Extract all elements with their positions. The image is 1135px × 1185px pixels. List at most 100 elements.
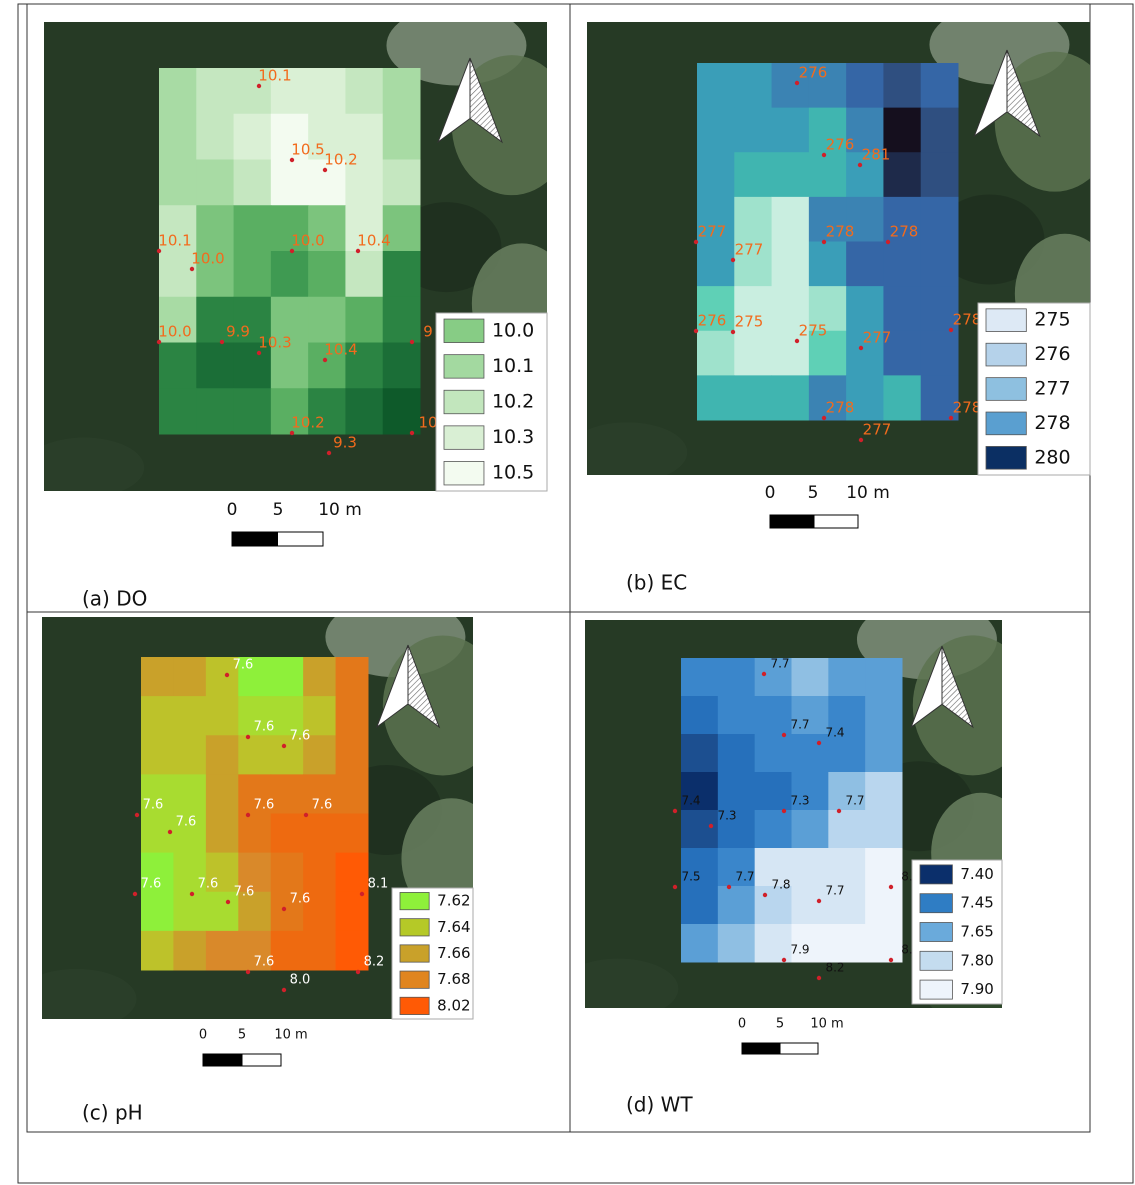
raster-cell: [336, 814, 369, 854]
legend-swatch: [986, 343, 1026, 366]
point-label: 276: [826, 136, 855, 154]
sample-point: [360, 892, 364, 896]
raster-cell: [173, 774, 206, 814]
raster-cell: [792, 734, 829, 773]
scale-label: 0: [199, 1028, 207, 1043]
point-label: 8.2: [825, 961, 844, 975]
raster-cell: [159, 343, 197, 389]
point-label: 10.1: [258, 67, 291, 85]
point-label: 277: [863, 329, 892, 347]
raster-cell: [206, 735, 239, 775]
raster-cell: [345, 297, 383, 343]
legend-swatch: [400, 971, 429, 988]
raster-cell: [196, 205, 234, 251]
raster-cell: [681, 696, 718, 735]
raster-cell: [883, 286, 921, 331]
point-label: 7.6: [254, 955, 275, 970]
legend-label: 276: [1034, 343, 1070, 365]
scale-label: 0: [738, 1017, 746, 1032]
raster-cell: [271, 814, 304, 854]
point-label: 9.3: [333, 434, 357, 452]
point-label: 8.: [901, 870, 912, 884]
legend-label: 278: [1034, 412, 1070, 434]
raster-cell: [883, 242, 921, 287]
legend-label: 7.62: [437, 892, 470, 910]
raster-cell: [809, 152, 847, 197]
point-label: 10.0: [291, 232, 324, 250]
raster-cell: [234, 251, 272, 297]
raster-cell: [271, 853, 304, 893]
raster-cell: [173, 892, 206, 932]
raster-cell: [271, 251, 309, 297]
raster-cell: [755, 734, 792, 773]
sample-point: [410, 340, 414, 344]
legend-swatch: [444, 319, 484, 342]
raster-cell: [271, 774, 304, 814]
legend-swatch: [444, 355, 484, 378]
point-label: 7.4: [681, 794, 700, 808]
scale-bar: [242, 1054, 281, 1066]
legend-label: 7.90: [960, 980, 993, 998]
scale-label: 10 m: [318, 500, 362, 520]
legend-swatch: [920, 894, 952, 913]
raster-cell: [303, 814, 336, 854]
sample-point: [226, 900, 230, 904]
raster-cell: [336, 696, 369, 736]
raster-cell: [141, 735, 174, 775]
sample-point: [782, 733, 786, 737]
sample-point: [168, 830, 172, 834]
raster-cell: [772, 375, 810, 420]
raster-cell: [697, 331, 735, 376]
sample-point: [782, 958, 786, 962]
raster-cell: [173, 657, 206, 697]
raster-cell: [865, 696, 902, 735]
sample-point: [356, 970, 360, 974]
legend-swatch: [986, 412, 1026, 435]
legend-label: 7.40: [960, 865, 993, 883]
raster-cell: [865, 886, 902, 925]
scale-bar: [742, 1043, 780, 1054]
scale-label: 5: [273, 500, 284, 520]
raster-cell: [681, 810, 718, 849]
legend-label: 7.64: [437, 918, 470, 936]
sample-point: [709, 824, 713, 828]
raster-cell: [271, 160, 309, 206]
raster-cell: [159, 114, 197, 160]
legend-swatch: [920, 922, 952, 941]
raster-cell: [173, 735, 206, 775]
raster-cell: [772, 242, 810, 287]
point-label: 10.2: [291, 414, 324, 432]
map-panel: 10.110.510.210.110.010.010.410.09.910.31…: [24, 5, 607, 610]
raster-cell: [772, 152, 810, 197]
panel-caption: (c) pH: [82, 1101, 143, 1125]
raster-cell: [828, 810, 865, 849]
point-label: 7.6: [234, 885, 255, 900]
raster-cell: [336, 892, 369, 932]
point-label: 8.0: [290, 973, 311, 988]
tree-canopy: [24, 438, 144, 498]
raster-cell: [865, 772, 902, 811]
scale-bar: [232, 532, 278, 546]
raster-cell: [921, 242, 959, 287]
scale-label: 0: [765, 483, 776, 503]
raster-cell: [792, 848, 829, 887]
point-label: 9: [423, 323, 433, 341]
scale-label: 10 m: [810, 1017, 843, 1032]
point-label: 10.0: [158, 323, 191, 341]
legend-swatch: [444, 390, 484, 413]
legend-swatch: [986, 446, 1026, 469]
point-label: 277: [863, 421, 892, 439]
point-label: 7.9: [790, 943, 809, 957]
raster-cell: [865, 658, 902, 697]
raster-cell: [206, 814, 239, 854]
raster-cell: [336, 853, 369, 893]
map-panel: 7.77.77.47.47.37.37.77.57.77.87.78.7.98.…: [558, 599, 1063, 1116]
raster-cell: [234, 114, 272, 160]
legend-swatch: [920, 951, 952, 970]
sample-point: [817, 741, 821, 745]
raster-cell: [697, 152, 735, 197]
raster-cell: [755, 924, 792, 963]
raster-cell: [383, 68, 421, 114]
sample-point: [133, 892, 137, 896]
sample-point: [727, 885, 731, 889]
